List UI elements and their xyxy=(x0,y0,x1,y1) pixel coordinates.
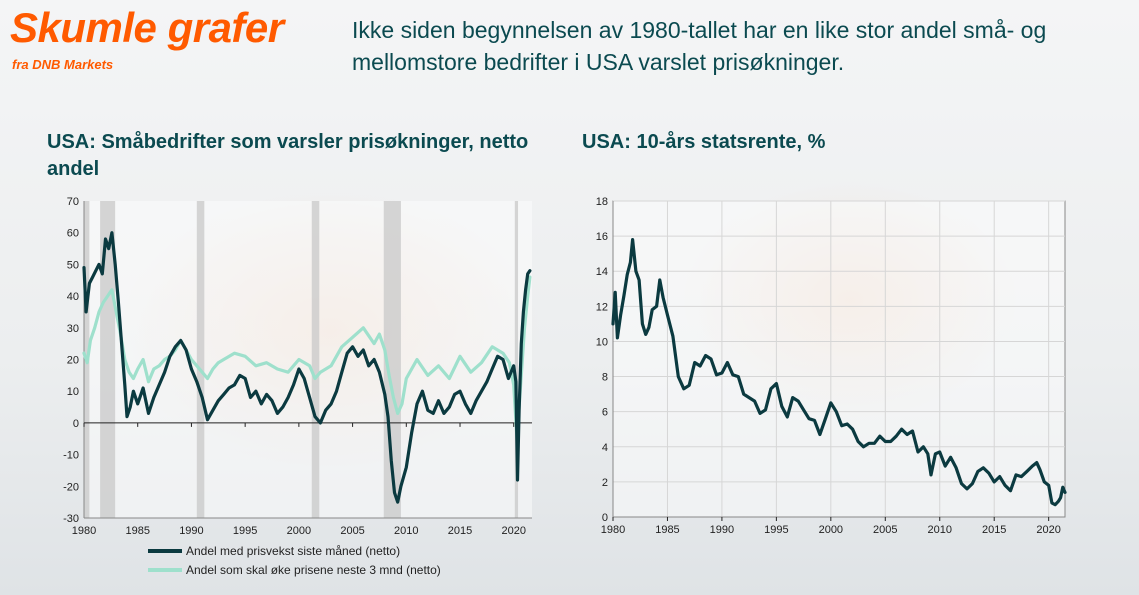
series-line-1 xyxy=(82,231,532,504)
series-line-2 xyxy=(82,275,532,441)
x-tick-label: 2015 xyxy=(982,524,1006,536)
x-tick-label: 1995 xyxy=(233,525,257,537)
chart2-title: USA: 10-års statsrente, % xyxy=(582,131,826,153)
x-tick-label: 1985 xyxy=(655,524,679,536)
legend-item-1: Andel med prisvekst siste måned (netto) xyxy=(148,544,400,558)
x-tick-label: 1980 xyxy=(72,525,96,537)
y-tick-label: 10 xyxy=(67,386,79,398)
legend-swatch-light xyxy=(148,568,182,572)
legend-swatch-dark xyxy=(148,549,182,553)
legend-label-1: Andel med prisvekst siste måned (netto) xyxy=(186,544,401,558)
y-tick-label: 0 xyxy=(73,418,79,430)
y-tick-label: -10 xyxy=(63,450,79,462)
y-tick-label: 14 xyxy=(596,266,608,278)
x-tick-label: 2005 xyxy=(340,525,364,537)
recession-band-4 xyxy=(383,201,401,518)
x-tick-label: 2000 xyxy=(287,525,311,537)
x-tick-label: 2000 xyxy=(819,524,843,536)
x-tick-label: 2005 xyxy=(873,524,897,536)
x-tick-label: 1985 xyxy=(125,525,149,537)
y-tick-label: 60 xyxy=(67,228,79,240)
brand-title: Skumle grafer xyxy=(10,4,284,51)
y-tick-label: 16 xyxy=(596,231,608,243)
y-tick-label: 18 xyxy=(596,196,608,208)
legend-label-2: Andel som skal øke prisene neste 3 mnd (… xyxy=(186,563,441,577)
y-tick-label: -20 xyxy=(63,481,79,493)
x-tick-label: 2010 xyxy=(928,524,952,536)
recession-band-5 xyxy=(514,201,519,518)
recession-band-3 xyxy=(311,201,320,518)
brand-subtitle: fra DNB Markets xyxy=(12,57,114,72)
plot-area xyxy=(612,200,1066,518)
y-tick-label: 12 xyxy=(596,301,608,313)
y-tick-label: 50 xyxy=(67,259,79,271)
y-tick-label: -30 xyxy=(63,513,79,525)
y-tick-label: 0 xyxy=(602,512,608,524)
x-tick-label: 2010 xyxy=(394,525,418,537)
y-tick-label: 70 xyxy=(67,196,79,208)
y-tick-label: 30 xyxy=(67,323,79,335)
series-line-1 xyxy=(611,238,1067,507)
headline: Ikke siden begynnelsen av 1980-tallet ha… xyxy=(352,17,1047,76)
recession-band-1 xyxy=(100,201,116,518)
y-tick-label: 4 xyxy=(602,442,608,454)
x-tick-label: 2020 xyxy=(1036,524,1060,536)
y-tick-label: 20 xyxy=(67,355,79,367)
y-tick-label: 40 xyxy=(67,291,79,303)
x-tick-label: 1990 xyxy=(710,524,734,536)
x-tick-label: 1995 xyxy=(764,524,788,536)
y-tick-label: 10 xyxy=(596,336,608,348)
y-tick-label: 6 xyxy=(602,407,608,419)
x-tick-label: 1980 xyxy=(601,524,625,536)
y-tick-label: 2 xyxy=(602,477,608,489)
x-tick-label: 2015 xyxy=(448,525,472,537)
x-tick-label: 1990 xyxy=(179,525,203,537)
chart1-title: USA: Småbedrifter som varsler prisøkning… xyxy=(47,131,529,180)
x-tick-label: 2020 xyxy=(501,525,525,537)
y-tick-label: 8 xyxy=(602,372,608,384)
legend-item-2: Andel som skal øke prisene neste 3 mnd (… xyxy=(148,563,441,577)
recession-band-2 xyxy=(196,201,205,518)
